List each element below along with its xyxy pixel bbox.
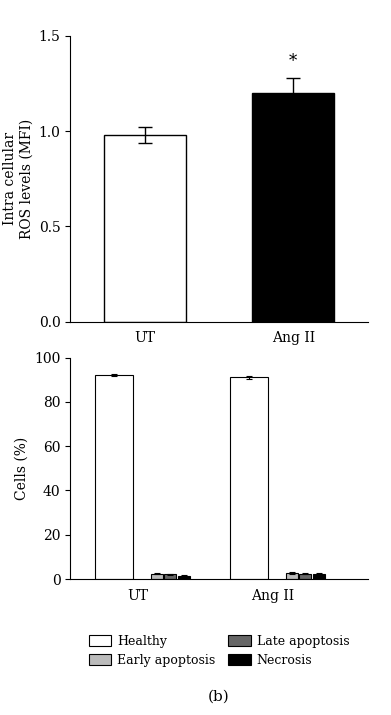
Legend: Healthy, Early apoptosis, Late apoptosis, Necrosis: Healthy, Early apoptosis, Late apoptosis…	[84, 630, 354, 672]
Bar	[164, 574, 176, 579]
Bar	[253, 93, 334, 322]
Bar	[151, 573, 163, 579]
Bar	[230, 378, 267, 579]
Text: (a): (a)	[208, 373, 230, 388]
Bar	[178, 576, 190, 579]
Text: (b): (b)	[208, 690, 230, 704]
Y-axis label: Intra cellular
ROS levels (MFI): Intra cellular ROS levels (MFI)	[3, 119, 33, 239]
Y-axis label: Cells (%): Cells (%)	[15, 437, 29, 500]
Text: *: *	[289, 53, 298, 70]
Bar	[286, 573, 298, 579]
Bar	[95, 375, 133, 579]
Bar	[313, 574, 325, 579]
Bar	[104, 135, 185, 322]
Bar	[300, 573, 312, 579]
